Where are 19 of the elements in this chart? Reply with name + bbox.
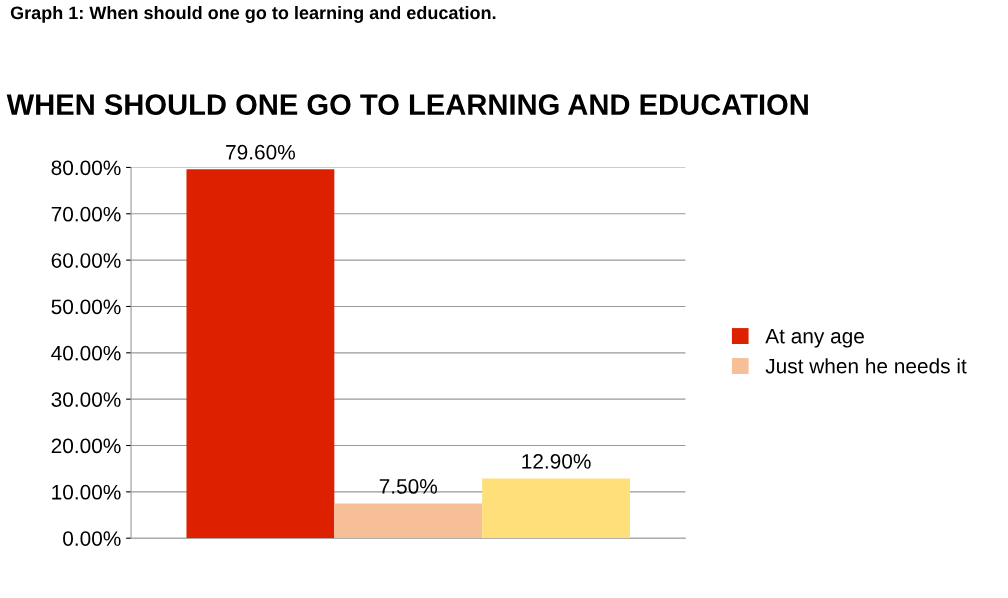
y-tick-label: 40.00% bbox=[51, 345, 121, 361]
y-tick-label: 80.00% bbox=[51, 160, 121, 176]
legend-label: Just when he needs it bbox=[765, 358, 967, 374]
data-label: 12.90% bbox=[522, 453, 591, 469]
bar bbox=[186, 169, 335, 539]
y-tick-label: 0.00% bbox=[63, 531, 121, 546]
y-tick-label: 70.00% bbox=[51, 206, 121, 222]
bar bbox=[334, 503, 483, 539]
y-tick-label: 10.00% bbox=[52, 484, 121, 500]
y-tick-label: 50.00% bbox=[51, 299, 121, 315]
y-tick-label: 20.00% bbox=[51, 438, 121, 454]
y-tick-label: 60.00% bbox=[51, 253, 121, 268]
data-label: 7.50% bbox=[379, 479, 438, 494]
data-label: 79.60% bbox=[226, 144, 295, 160]
chart-title: WHEN SHOULD ONE GO TO LEARNING AND EDUCATION bbox=[6, 94, 808, 115]
bar bbox=[482, 478, 630, 539]
caption: Graph 1: When should one go to learning and education. bbox=[10, 5, 496, 23]
y-tick-label: 30.00% bbox=[51, 392, 121, 407]
legend-label: At any age bbox=[765, 328, 864, 348]
